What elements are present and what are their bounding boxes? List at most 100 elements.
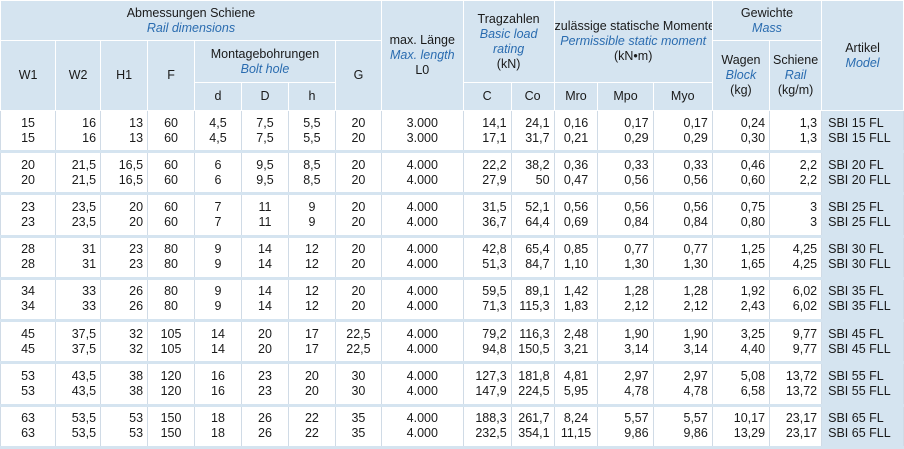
table-row: 15 15 16 16 13 13 60 60 4,5 4,5 7,5 7,5 5,5 5,5 20 20 3.… [0, 110, 904, 153]
cell-value: 20 [129, 214, 144, 229]
cell-value: 4,25 [792, 257, 818, 272]
cell-f: 80 80 [147, 277, 196, 323]
cell-value: 0,21 [563, 130, 589, 145]
cell-c: 42,8 51,3 [462, 235, 512, 280]
cell-value: 14 [211, 326, 225, 341]
cell-block: 1,25 1,65 [711, 235, 771, 280]
cell-value: 80 [164, 299, 178, 314]
cell-value: 16,5 [118, 157, 144, 172]
cell-value: 2,97 [624, 369, 649, 384]
cell-value: 0,46 [740, 157, 766, 172]
cell-w1: 63 63 [0, 404, 57, 449]
cell-c: 14,1 17,1 [462, 110, 512, 153]
cell-mpo: 0,33 0,56 [597, 150, 654, 196]
cell-value: 0,77 [683, 242, 708, 257]
cell-value: 13,72 [785, 369, 818, 384]
cell-value: 0,36 [563, 157, 589, 172]
cell-value: 12 [304, 299, 319, 314]
cell-value: 23 [21, 214, 36, 229]
cell-value: 63 [21, 411, 36, 426]
header-load-rating: Tragzahlen Basic load rating (kN) [462, 0, 555, 83]
cell-w1: 34 34 [0, 277, 57, 323]
cell-value: 0,85 [563, 242, 589, 257]
cell-value: 23,5 [71, 214, 97, 229]
cell-g: 30 30 [334, 362, 382, 407]
cell-value: 12 [304, 242, 319, 257]
cell-value: SBI 25 FLL [828, 214, 891, 229]
cell-value: 15 [21, 115, 36, 130]
cell-w2: 53,5 53,5 [55, 404, 102, 449]
cell-h: 12 12 [287, 277, 336, 323]
cell-value: 3,14 [683, 341, 708, 356]
cell-c: 79,2 94,8 [462, 320, 512, 365]
cell-value: 20 [21, 172, 36, 187]
cell-h: 17 17 [287, 320, 336, 365]
table-row: 53 53 43,5 43,5 38 38 120 120 16 16 23 23 20 20 30 30 4.… [0, 362, 904, 407]
cell-l0: 3.000 3.000 [380, 110, 464, 153]
cell-value: 17 [304, 341, 319, 356]
cell-value: 20 [351, 115, 366, 130]
cell-value: 15 [21, 130, 36, 145]
cell-value: 181,8 [518, 369, 550, 384]
header-mass: Gewichte Mass [711, 0, 823, 41]
table-row: 23 23 23,5 23,5 20 20 60 60 7 7 11 11 9 9 20 20 4.000 4.0… [0, 193, 904, 238]
cell-value: 3 [810, 199, 818, 214]
cell-value: 4.000 [406, 341, 438, 356]
cell-value: 8,24 [563, 411, 589, 426]
cell-value: 20 [351, 284, 366, 299]
cell-value: 3.000 [406, 130, 438, 145]
cell-model: SBI 65 FL SBI 65 FLL [821, 404, 904, 449]
cell-value: 30 [351, 384, 366, 399]
header-bolt-hole: Montagebohrungen Bolt hole [194, 40, 336, 83]
header-rail-dimensions: Abmessungen Schiene Rail dimensions [0, 0, 382, 41]
cell-mro: 2,48 3,21 [553, 320, 599, 365]
cell-value: 80 [164, 257, 178, 272]
cell-value: 33 [82, 299, 97, 314]
cell-value: 4,78 [624, 384, 649, 399]
cell-value: SBI 30 FL [828, 242, 884, 257]
cell-value: 71,3 [482, 299, 507, 314]
cell-value: 4.000 [406, 384, 438, 399]
cell-co: 24,1 31,7 [510, 110, 555, 153]
cell-value: 20 [258, 341, 272, 356]
cell-w1: 28 28 [0, 235, 57, 280]
cell-value: 11 [258, 199, 272, 214]
cell-value: 36,7 [482, 214, 507, 229]
cell-value: 14 [258, 242, 272, 257]
cell-value: 0,33 [624, 157, 649, 172]
cell-value: 4,5 [209, 130, 227, 145]
cell-value: 60 [164, 199, 178, 214]
cell-value: 9,86 [683, 426, 708, 441]
cell-w2: 23,5 23,5 [55, 193, 102, 238]
cell-g: 22,5 22,5 [334, 320, 382, 365]
cell-value: 84,7 [525, 257, 550, 272]
cell-value: 150 [160, 411, 182, 426]
cell-value: 8,5 [303, 157, 321, 172]
cell-value: 7 [214, 214, 222, 229]
cell-model: SBI 20 FL SBI 20 FLL [821, 150, 904, 196]
cell-value: 37,5 [71, 341, 97, 356]
cell-value: 2,12 [624, 299, 649, 314]
cell-w2: 31 31 [55, 235, 102, 280]
cell-value: 23 [21, 199, 36, 214]
cell-value: 0,56 [683, 199, 708, 214]
cell-w1: 20 20 [0, 150, 57, 196]
cell-mro: 4,81 5,95 [553, 362, 599, 407]
cell-value: 23 [258, 384, 272, 399]
cell-d: 9,5 9,5 [240, 150, 289, 196]
cell-value: 32 [129, 326, 144, 341]
cell-co: 89,1 115,3 [510, 277, 555, 323]
cell-value: 2,12 [683, 299, 708, 314]
cell-block: 0,46 0,60 [711, 150, 771, 196]
cell-g: 20 20 [334, 110, 382, 153]
cell-model: SBI 55 FL SBI 55 FLL [821, 362, 904, 407]
cell-value: 5,57 [624, 411, 649, 426]
header-h: h [287, 82, 336, 111]
cell-value: 2,2 [799, 157, 818, 172]
cell-l0: 4.000 4.000 [380, 193, 464, 238]
cell-value: 31 [82, 242, 97, 257]
cell-h: 5,5 5,5 [287, 110, 336, 153]
cell-value: 23 [129, 257, 144, 272]
cell-value: 60 [164, 115, 178, 130]
